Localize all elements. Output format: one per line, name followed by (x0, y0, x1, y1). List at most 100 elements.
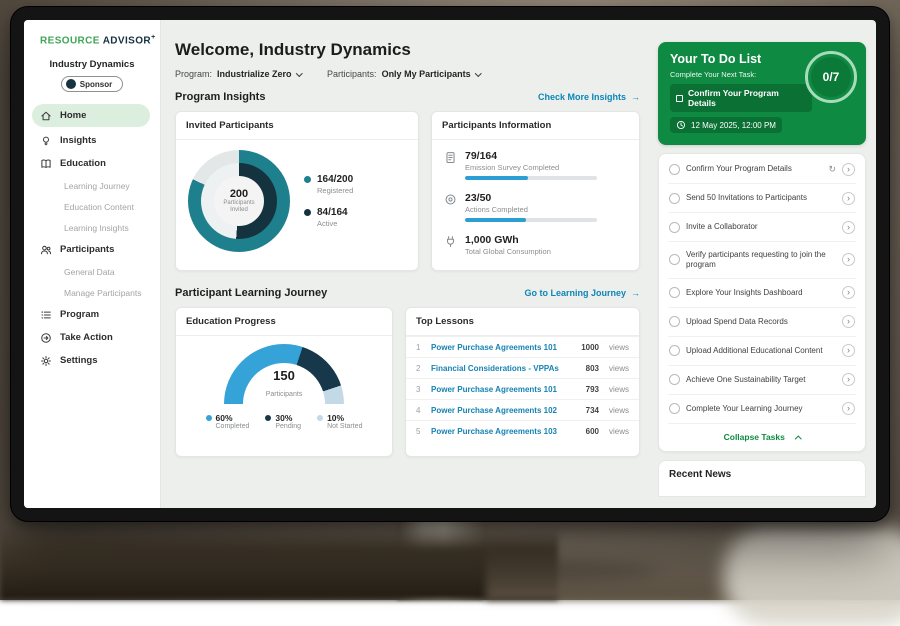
top-lessons-card: Top Lessons 1 Power Purchase Agreements … (405, 307, 640, 457)
next-task[interactable]: Confirm Your Program Details (670, 84, 812, 112)
brand-primary: RESOURCE (40, 35, 100, 46)
task-checkbox[interactable] (669, 193, 680, 204)
todo-task-upload-spend-data[interactable]: Upload Spend Data Records › (668, 308, 856, 337)
sidebar-item-home[interactable]: Home (32, 104, 150, 127)
sidebar-item-learning-journey[interactable]: Learning Journey (24, 175, 160, 196)
refresh-icon: ↻ (828, 164, 836, 175)
todo-task-send-invitations[interactable]: Send 50 Invitations to Participants › (668, 184, 856, 213)
sponsor-badge[interactable]: Sponsor (61, 76, 123, 92)
chevron-right-icon[interactable]: › (842, 315, 855, 328)
todo-task-invite-collaborator[interactable]: Invite a Collaborator › (668, 213, 856, 242)
brand-logo: RESOURCE ADVISOR+ (24, 20, 160, 46)
lesson-link[interactable]: Financial Considerations - VPPAs (431, 364, 579, 373)
legend-dot (206, 415, 212, 421)
sidebar-item-learning-insights[interactable]: Learning Insights (24, 217, 160, 238)
sidebar-item-program[interactable]: Program (24, 303, 160, 326)
program-icon (40, 309, 52, 321)
gauge-legend: 60% Completed 30% Pending 10% Not Starte… (206, 413, 363, 430)
sidebar-item-education[interactable]: Education (24, 152, 160, 175)
collapse-tasks-link[interactable]: Collapse Tasks (668, 424, 856, 451)
task-checkbox[interactable] (669, 222, 680, 233)
task-checkbox[interactable] (669, 374, 680, 385)
donut-center-value: 200 (230, 188, 248, 200)
todo-task-confirm-program[interactable]: Confirm Your Program Details ↻ › (668, 155, 856, 184)
gauge-center-value: 150 (224, 368, 344, 383)
legend-dot (265, 415, 271, 421)
recent-news-header[interactable]: Recent News (658, 460, 866, 497)
sidebar-item-manage-participants[interactable]: Manage Participants (24, 282, 160, 303)
lesson-link[interactable]: Power Purchase Agreements 101 (431, 385, 579, 394)
sidebar-item-take-action[interactable]: Take Action (24, 326, 160, 349)
invited-participants-card: Invited Participants 200 Participants In… (175, 111, 419, 271)
lesson-link[interactable]: Power Purchase Agreements 102 (431, 406, 579, 415)
legend-dot (304, 176, 311, 183)
brand-plus: + (151, 34, 156, 41)
task-checkbox[interactable] (669, 403, 680, 414)
card-title: Education Progress (176, 308, 392, 336)
section-title-learning-journey: Participant Learning Journey (175, 287, 327, 299)
invited-donut-chart: 200 Participants Invited (188, 150, 290, 252)
chevron-right-icon[interactable]: › (842, 402, 855, 415)
chevron-right-icon[interactable]: › (842, 286, 855, 299)
chevron-down-icon (475, 70, 481, 76)
participants-select[interactable]: Only My Participants (382, 69, 481, 79)
todo-task-explore-insights[interactable]: Explore Your Insights Dashboard › (668, 279, 856, 308)
task-checkbox[interactable] (669, 287, 680, 298)
todo-task-upload-educational-content[interactable]: Upload Additional Educational Content › (668, 337, 856, 366)
chevron-right-icon[interactable]: › (842, 373, 855, 386)
legend-not-started: 10% Not Started (317, 413, 362, 430)
todo-task-complete-learning-journey[interactable]: Complete Your Learning Journey › (668, 395, 856, 424)
program-filter: Program: Industrialize Zero (175, 69, 301, 79)
sidebar-item-general-data[interactable]: General Data (24, 261, 160, 282)
task-checkbox[interactable] (669, 316, 680, 327)
main-content: Welcome, Industry Dynamics Program: Indu… (161, 20, 652, 508)
task-checkbox[interactable] (669, 345, 680, 356)
program-select[interactable]: Industrialize Zero (217, 69, 301, 79)
sidebar-item-participants[interactable]: Participants (24, 238, 160, 261)
checkbox-icon[interactable] (676, 95, 683, 102)
target-icon (444, 193, 457, 206)
todo-task-achieve-target[interactable]: Achieve One Sustainability Target › (668, 366, 856, 395)
filter-bar: Program: Industrialize Zero Participants… (175, 69, 640, 79)
emission-progress-bar (465, 176, 597, 180)
task-checkbox[interactable] (669, 164, 680, 175)
task-checkbox[interactable] (669, 254, 680, 265)
todo-subtitle: Complete Your Next Task: (670, 70, 854, 79)
sidebar-item-insights[interactable]: Insights (24, 129, 160, 152)
chevron-down-icon (296, 70, 302, 76)
chevron-right-icon[interactable]: › (842, 344, 855, 357)
check-more-insights-link[interactable]: Check More Insights→ (538, 92, 640, 102)
sidebar-item-label: Participants (60, 244, 114, 255)
participants-filter: Participants: Only My Participants (327, 69, 480, 79)
chevron-right-icon[interactable]: › (842, 163, 855, 176)
go-to-learning-journey-link[interactable]: Go to Learning Journey→ (524, 288, 640, 298)
clock-icon (676, 120, 686, 130)
chevron-right-icon[interactable]: › (842, 221, 855, 234)
arrow-right-icon: → (631, 288, 640, 298)
todo-task-verify-participants[interactable]: Verify participants requesting to join t… (668, 242, 856, 279)
chevron-up-icon (795, 436, 801, 442)
sidebar-item-education-content[interactable]: Education Content (24, 196, 160, 217)
chevron-right-icon[interactable]: › (842, 192, 855, 205)
photo-background: RESOURCE ADVISOR+ Industry Dynamics Spon… (0, 0, 900, 600)
sidebar-item-settings[interactable]: Settings (24, 349, 160, 372)
gauge-center: 150 Participants (224, 368, 344, 401)
take-action-icon (40, 332, 52, 344)
donut-center: 200 Participants Invited (214, 176, 264, 226)
brand-secondary: ADVISOR (103, 35, 151, 46)
sidebar: RESOURCE ADVISOR+ Industry Dynamics Spon… (24, 20, 161, 508)
card-title: Top Lessons (406, 308, 639, 336)
legend-dot (317, 415, 323, 421)
learning-journey-header: Participant Learning Journey Go to Learn… (175, 287, 640, 299)
chevron-right-icon[interactable]: › (842, 253, 855, 266)
sidebar-item-label: Program (60, 309, 99, 320)
lesson-link[interactable]: Power Purchase Agreements 101 (431, 343, 574, 352)
participants-information-card: Participants Information 79/164 Emission… (431, 111, 640, 271)
card-title: Invited Participants (176, 112, 418, 140)
todo-summary-card: Your To Do List 0/7 Complete Your Next T… (658, 42, 866, 145)
todo-task-list: Confirm Your Program Details ↻ › Send 50… (658, 153, 866, 452)
lesson-link[interactable]: Power Purchase Agreements 103 (431, 427, 579, 436)
home-icon (40, 110, 52, 122)
